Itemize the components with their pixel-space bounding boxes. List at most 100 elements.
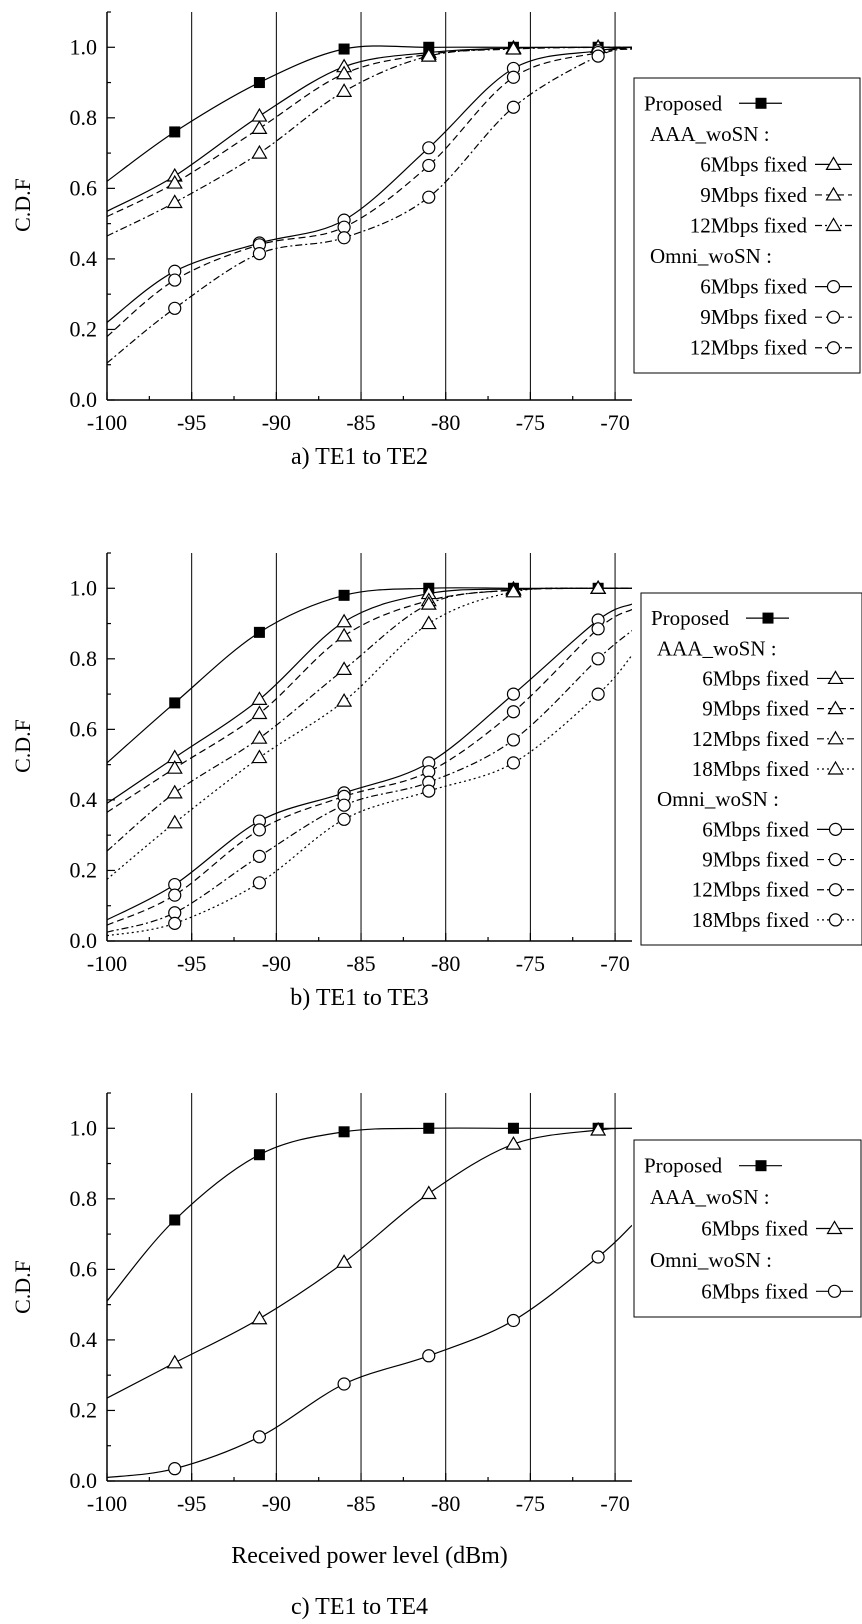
x-tick-label: -80 [431, 951, 460, 976]
legend-marker [755, 1160, 767, 1172]
legend-marker [825, 156, 842, 170]
legend-marker [825, 186, 842, 201]
legend-box [640, 592, 862, 946]
legend-marker [826, 280, 841, 294]
legend-box [633, 77, 861, 374]
triangle-marker [166, 814, 183, 829]
circle-marker [506, 100, 521, 114]
circle-marker [252, 849, 267, 863]
triangle-marker [166, 759, 183, 774]
legend-marker [826, 341, 841, 355]
square-filled-marker [169, 697, 181, 709]
legend-marker [828, 822, 843, 836]
triangle-marker [590, 580, 607, 594]
legend-entry-label: 12Mbps fixed [692, 878, 810, 902]
legend-marker [827, 670, 844, 685]
square-filled-marker [169, 1214, 181, 1226]
y-tick-label: 0.4 [70, 787, 98, 812]
triangle-marker [251, 691, 268, 705]
series-line [107, 1127, 632, 1399]
circle-marker [506, 756, 521, 770]
circle-marker [337, 231, 351, 245]
series-line [107, 587, 632, 813]
square-filled-marker [253, 77, 265, 89]
series-4 [107, 39, 632, 237]
circle-marker [337, 1377, 351, 1391]
legend-entry-label: 6Mbps fixed [701, 1279, 808, 1303]
legend-entry-label: 6Mbps fixed [700, 275, 807, 299]
legend-entry-label: 6Mbps fixed [702, 666, 809, 690]
triangle-marker [166, 784, 183, 799]
legend-group-header: Omni_woSN : [650, 1248, 772, 1272]
circle-marker [168, 273, 182, 287]
triangle-marker [336, 692, 353, 707]
x-tick-label: -85 [346, 951, 375, 976]
triangle-marker [590, 1121, 607, 1136]
triangle-marker [166, 174, 183, 189]
series-line [107, 603, 632, 921]
panel-caption: b) TE1 to TE3 [290, 985, 428, 1011]
circle-marker [422, 190, 436, 204]
legend-entry-label: 12Mbps fixed [690, 336, 808, 360]
series-2 [107, 39, 632, 212]
triangle-marker [420, 615, 437, 630]
chart-panel-1: -100 -95 -90 -85 -80 -75 -70 0.0 0.2 0.4 0.6 0.8 1.0… [10, 11, 861, 470]
circle-marker [422, 784, 436, 798]
y-tick-label: 0.6 [70, 716, 98, 741]
square-filled-marker [253, 626, 265, 638]
x-tick-label: -100 [87, 951, 127, 976]
x-tick-label: -95 [177, 951, 206, 976]
series-line [107, 48, 632, 364]
series-2 [107, 1121, 632, 1399]
triangle-marker [505, 1135, 522, 1150]
legend-entry-label: Proposed [644, 1154, 723, 1178]
x-axis-label: Received power level (dBm) [231, 1543, 508, 1569]
legend-group-header: Omni_woSN : [657, 787, 779, 811]
y-tick-label: 0.8 [70, 1186, 98, 1211]
circle-marker [506, 70, 521, 84]
legend-marker [825, 217, 842, 232]
series-line [107, 47, 632, 337]
x-tick-label: -85 [346, 1491, 375, 1516]
legend-entry-label: 9Mbps fixed [702, 848, 809, 872]
y-tick-label: 1.0 [70, 1115, 98, 1140]
panel-caption: a) TE1 to TE2 [291, 444, 428, 470]
x-tick-label: -90 [262, 951, 291, 976]
y-tick-label: 0.2 [70, 1397, 98, 1422]
legend-marker [828, 913, 843, 927]
circle-marker [591, 622, 605, 636]
y-tick-label: 0.0 [70, 387, 98, 412]
triangle-marker [505, 40, 522, 55]
x-tick-label: -75 [516, 410, 545, 435]
triangle-marker [166, 194, 183, 209]
circle-marker [168, 301, 182, 315]
y-axis-label: C.D.F [10, 1260, 35, 1314]
circle-marker [591, 652, 605, 666]
triangle-marker [336, 65, 353, 80]
triangle-marker [420, 1185, 437, 1200]
legend-entry-label: 6Mbps fixed [701, 1217, 808, 1241]
legend-marker [755, 97, 767, 109]
y-tick-label: 1.0 [70, 575, 98, 600]
circle-marker [506, 687, 521, 701]
x-tick-label: -100 [87, 410, 127, 435]
triangle-marker [336, 83, 353, 97]
circle-marker [252, 1430, 267, 1444]
series-7 [107, 608, 632, 926]
triangle-marker [336, 1254, 353, 1268]
series-9 [107, 654, 632, 937]
y-tick-label: 0.8 [70, 646, 98, 671]
circle-marker [252, 876, 267, 890]
series-6 [107, 45, 632, 337]
x-tick-label: -70 [600, 1491, 629, 1516]
x-tick-label: -70 [600, 410, 629, 435]
series-5 [107, 580, 632, 880]
legend-entry-label: Proposed [651, 606, 730, 630]
series-line [107, 654, 632, 937]
circle-marker [168, 916, 182, 930]
x-tick-label: -90 [262, 410, 291, 435]
legend-group-header: AAA_woSN : [657, 636, 777, 660]
legend-group-header: AAA_woSN : [650, 1185, 770, 1209]
circle-marker [422, 1349, 436, 1363]
